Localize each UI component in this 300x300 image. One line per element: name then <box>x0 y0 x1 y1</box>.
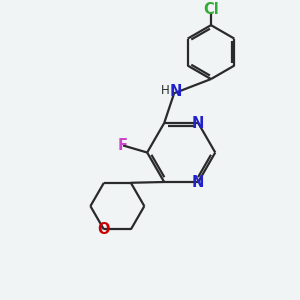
Text: N: N <box>192 116 204 130</box>
Text: N: N <box>192 175 204 190</box>
Text: Cl: Cl <box>203 2 219 17</box>
Text: N: N <box>169 84 182 99</box>
Text: F: F <box>118 138 128 153</box>
Text: H: H <box>161 85 170 98</box>
Text: O: O <box>98 222 110 237</box>
